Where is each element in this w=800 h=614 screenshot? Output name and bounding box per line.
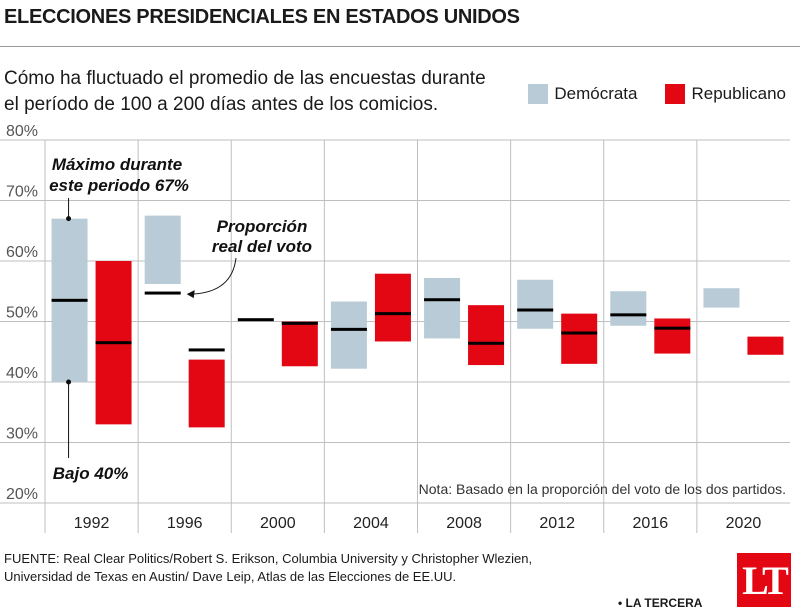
annotation-actual-arrowhead [186,290,195,299]
chart-subtitle: Cómo ha fluctuado el promedio de las enc… [4,68,486,115]
la-tercera-logo: LT [737,553,791,607]
x-tick-label-1992: 1992 [74,515,110,532]
bar-rep-2004 [374,273,411,342]
source-line-2: Universidad de Texas en Austin/ Dave Lei… [4,569,457,584]
annotation-max-line1: Máximo durante [52,155,182,174]
actual-dem-2012 [517,308,554,312]
bar-dem-2004 [330,301,367,369]
bar-dem-1996 [144,215,181,284]
y-tick-label: 40% [6,365,38,382]
actual-rep-2008 [468,341,505,345]
page-title: ELECCIONES PRESIDENCIALES EN ESTADOS UNI… [4,6,520,28]
annotation-actual-line2: real del voto [212,237,312,256]
bar-dem-2008 [424,277,461,339]
actual-rep-2004 [374,312,411,316]
bar-rep-2016 [654,318,691,354]
legend-swatch-rep [665,84,686,104]
y-tick-label: 60% [6,244,38,261]
actual-rep-1996 [188,348,225,352]
annotation-max-line2: este periodo 67% [49,176,189,195]
actual-dem-2004 [330,327,367,331]
actual-dem-2000 [237,318,274,322]
bar-rep-1996 [188,359,225,428]
actual-dem-1996 [144,291,181,295]
bar-rep-2012 [561,313,598,364]
legend-item-rep: Republicano [665,84,786,104]
legend: Demócrata Republicano [500,84,786,104]
brand-name: • LA TERCERA [618,596,703,610]
x-tick-label-2012: 2012 [539,515,575,532]
legend-swatch-dem [528,84,549,104]
y-tick-label: 20% [6,486,38,503]
actual-dem-2016 [610,313,647,317]
y-tick-label: 30% [6,426,38,443]
chart-note: Nota: Basado en la proporción del voto d… [419,481,786,497]
y-tick-label: 70% [6,184,38,201]
x-tick-label-2020: 2020 [726,515,762,532]
actual-dem-2008 [424,298,461,302]
annotation-min-dot [66,379,72,385]
bar-dem-2016 [610,291,647,326]
x-tick-label-2000: 2000 [260,515,296,532]
legend-label-dem: Demócrata [554,84,638,103]
actual-dem-1992 [51,298,88,302]
x-tick-label-1996: 1996 [167,515,203,532]
bar-dem-2012 [517,279,554,329]
y-tick-label: 50% [6,305,38,322]
actual-rep-2012 [561,331,598,335]
annotation-actual-leader [192,257,237,295]
actual-rep-2016 [654,326,691,330]
y-tick-label: 80% [6,123,38,140]
x-tick-label-2004: 2004 [353,515,389,532]
actual-rep-1992 [95,341,132,345]
actual-rep-2000 [281,321,318,325]
bar-rep-2000 [281,321,318,367]
annotation-max-dot [66,216,72,222]
source-note: FUENTE: Real Clear Politics/Robert S. Er… [4,550,704,586]
source-line-1: FUENTE: Real Clear Politics/Robert S. Er… [4,551,533,566]
bar-dem-2020 [703,288,740,308]
bar-rep-2020 [747,336,784,355]
title-divider [0,46,800,47]
x-tick-label-2008: 2008 [446,515,482,532]
x-tick-label-2016: 2016 [633,515,669,532]
bar-rep-2008 [468,305,505,366]
legend-item-dem: Demócrata [528,84,637,104]
annotation-min: Bajo 40% [53,464,129,483]
annotation-actual-line1: Proporción [217,217,308,236]
legend-label-rep: Republicano [691,84,786,103]
